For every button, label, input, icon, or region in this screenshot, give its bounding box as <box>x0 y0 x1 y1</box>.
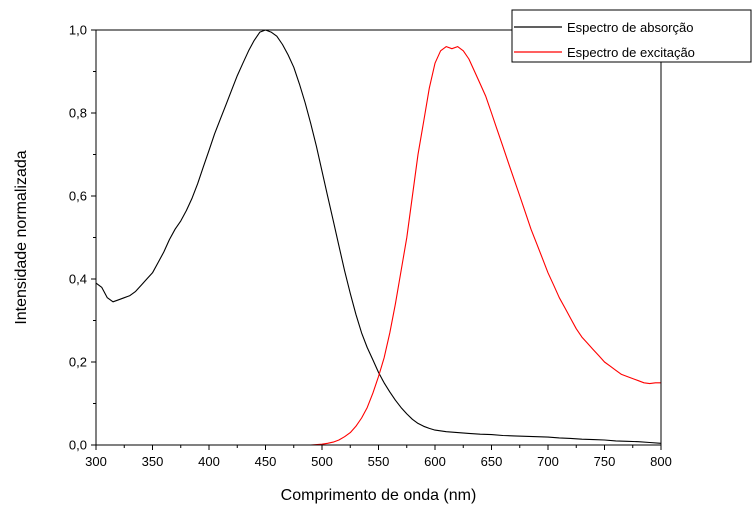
x-tick-label: 450 <box>255 454 277 469</box>
x-axis: 300 350 400 450 500 550 600 650 700 750 800 <box>85 445 672 469</box>
x-tick-label: 500 <box>311 454 333 469</box>
x-tick-label: 700 <box>537 454 559 469</box>
y-tick-label: 0,8 <box>69 106 87 121</box>
x-tick-label: 750 <box>594 454 616 469</box>
x-tick-label: 350 <box>142 454 164 469</box>
series-line-1 <box>265 46 661 446</box>
x-tick-label: 650 <box>481 454 503 469</box>
legend-box <box>511 9 752 63</box>
x-axis-title: Comprimento de onda (nm) <box>281 487 477 504</box>
x-tick-label: 550 <box>368 454 390 469</box>
series-line-0 <box>95 29 662 444</box>
y-axis: 0,0 0,2 0,4 0,6 0,8 1,0 <box>69 23 96 453</box>
x-tick-label: 300 <box>85 454 107 469</box>
legend: Espectro de absorção Espectro de excitaç… <box>511 9 752 63</box>
y-tick-label: 0,0 <box>69 438 87 453</box>
legend-label-excitacao: Espectro de excitação <box>567 45 695 60</box>
y-tick-label: 0,6 <box>69 189 87 204</box>
x-tick-label: 800 <box>650 454 672 469</box>
y-tick-label: 0,2 <box>69 355 87 370</box>
x-tick-label: 400 <box>198 454 220 469</box>
plot-curves <box>95 29 662 446</box>
y-tick-label: 1,0 <box>69 23 87 38</box>
y-tick-label: 0,4 <box>69 272 87 287</box>
legend-label-absorcao: Espectro de absorção <box>567 20 693 35</box>
y-axis-title: Intensidade normalizada <box>13 150 30 324</box>
x-tick-label: 600 <box>424 454 446 469</box>
